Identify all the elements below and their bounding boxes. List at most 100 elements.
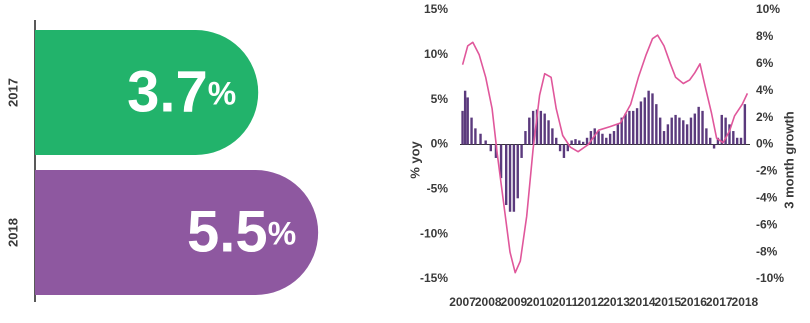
y-tick-label: 0% (431, 137, 449, 151)
y2-tick-label: 6% (756, 56, 774, 70)
bar (558, 144, 562, 152)
y2-tick-label: -2% (756, 164, 778, 178)
y2-axis-label: 3 month growth (781, 111, 796, 209)
y2-tick-label: -6% (756, 217, 778, 231)
bar (666, 124, 670, 145)
bar (624, 113, 627, 145)
bar (512, 144, 516, 212)
bar (735, 137, 739, 145)
bar (628, 110, 631, 145)
bar (732, 131, 735, 145)
y2-tick-label: -4% (756, 190, 778, 204)
bar (508, 144, 512, 212)
bar (463, 90, 467, 145)
bar (466, 97, 469, 145)
bar (709, 137, 712, 145)
bar (724, 117, 727, 145)
bar (585, 137, 589, 145)
bar (35, 170, 319, 295)
x-tick-label: 2014 (629, 295, 656, 309)
bar (728, 124, 731, 145)
bar (670, 117, 673, 145)
bar (551, 128, 554, 145)
bar (574, 139, 577, 145)
bar (479, 133, 482, 145)
bar (489, 144, 492, 152)
bar (647, 90, 650, 145)
bar (524, 131, 527, 145)
x-tick-label: 2017 (706, 295, 733, 309)
bar (616, 124, 620, 145)
bar (531, 110, 535, 145)
bar (601, 133, 604, 145)
y-axis-label: % yoy (407, 140, 422, 178)
x-tick-label: 2009 (501, 295, 528, 309)
line (461, 34, 749, 274)
bar (605, 137, 608, 145)
bar (461, 110, 464, 145)
bar (494, 144, 498, 158)
bar (682, 120, 685, 145)
bar (555, 137, 558, 145)
bar (535, 109, 539, 145)
x-tick-label: 2015 (655, 295, 682, 309)
bar (705, 128, 708, 145)
bar (528, 117, 531, 145)
y-tick-label: -5% (427, 182, 449, 196)
y2-tick-label: 2% (756, 110, 774, 124)
bar (697, 106, 700, 145)
bar (701, 110, 704, 145)
bar (651, 93, 654, 145)
y2-tick-label: -8% (756, 244, 778, 258)
bar (547, 120, 550, 145)
y-tick-label: 5% (431, 92, 449, 106)
category-label: 2017 (5, 78, 20, 107)
bar (597, 131, 600, 145)
bar (685, 124, 689, 145)
bar (35, 30, 259, 155)
bar (566, 144, 569, 152)
x-tick-label: 2012 (578, 295, 605, 309)
bar (639, 101, 643, 145)
bar (474, 128, 477, 145)
bar (539, 110, 543, 145)
x-tick-label: 2013 (603, 295, 630, 309)
y-tick-label: 15% (424, 2, 448, 16)
bar (620, 117, 623, 145)
bar (658, 117, 662, 145)
x-tick-label: 2011 (552, 295, 578, 309)
y2-tick-label: 4% (756, 83, 774, 97)
bar (470, 117, 473, 145)
x-tick-label: 2010 (526, 295, 553, 309)
y2-tick-label: 10% (756, 2, 780, 16)
bar (543, 113, 546, 145)
category-label: 2018 (5, 218, 20, 247)
value-label: 5.5% (187, 200, 296, 265)
bar (484, 140, 487, 145)
bar (655, 104, 658, 145)
bar (520, 144, 523, 158)
bar (693, 113, 697, 145)
bar (516, 144, 519, 199)
bar (581, 141, 585, 145)
bar (562, 144, 566, 158)
bar (743, 104, 747, 145)
bar (632, 110, 635, 145)
y2-tick-label: 0% (756, 137, 774, 151)
bar (678, 117, 681, 145)
bar (674, 114, 677, 145)
bar (662, 131, 666, 145)
x-tick-label: 2018 (732, 295, 759, 309)
bar (712, 144, 716, 149)
y-tick-label: 10% (424, 47, 448, 61)
bar (716, 137, 720, 145)
bar (612, 131, 616, 145)
bar (504, 144, 508, 206)
bar (689, 117, 693, 145)
bar (739, 137, 743, 145)
y-tick-label: -15% (420, 271, 448, 285)
bar (499, 144, 503, 179)
bar (589, 131, 593, 145)
